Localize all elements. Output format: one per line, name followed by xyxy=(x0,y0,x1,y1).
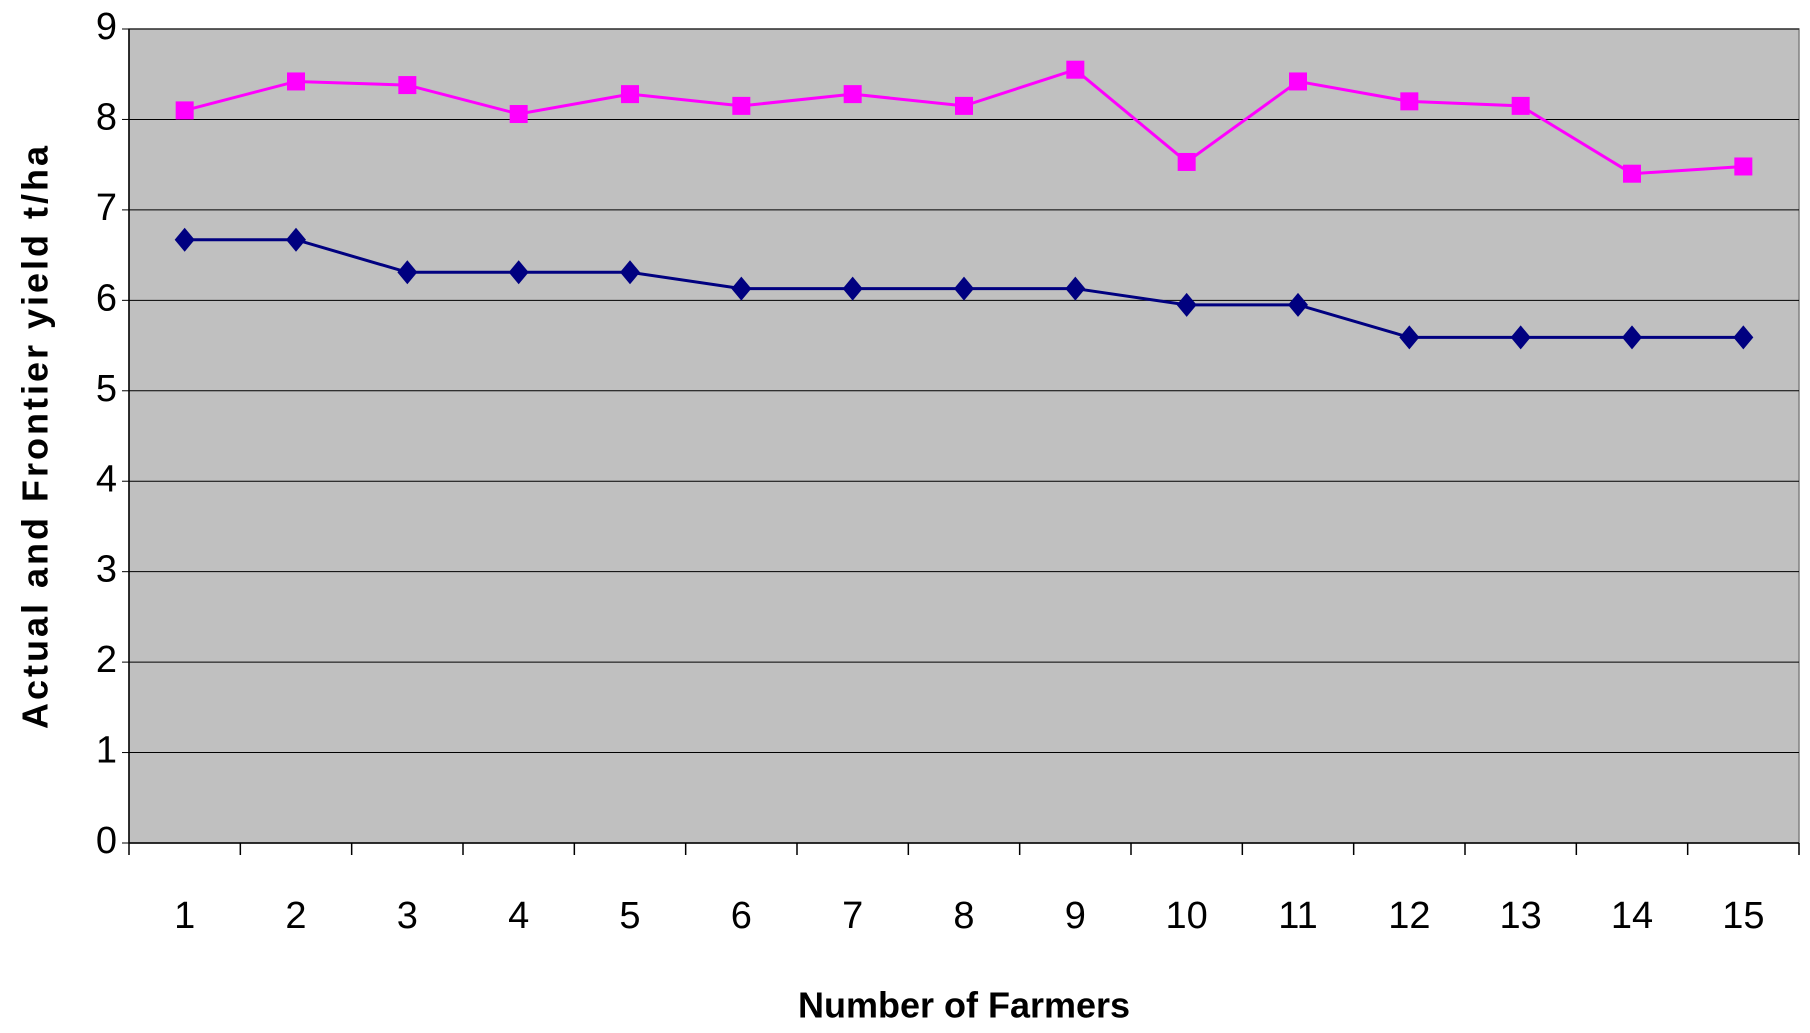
x-tick-label: 3 xyxy=(397,895,418,937)
x-tick-label: 1 xyxy=(174,895,195,937)
marker xyxy=(509,105,528,124)
x-tick-label: 15 xyxy=(1722,895,1764,937)
x-tick-label: 8 xyxy=(953,895,974,937)
marker xyxy=(1289,72,1307,91)
marker xyxy=(954,276,974,301)
marker xyxy=(1176,292,1197,317)
marker xyxy=(1623,164,1641,183)
marker xyxy=(1400,92,1419,111)
marker xyxy=(174,227,195,252)
marker xyxy=(1177,152,1196,171)
x-axis-title: Number of Farmers xyxy=(798,985,1130,1026)
x-tick-label: 6 xyxy=(731,895,752,937)
marker xyxy=(1511,96,1530,115)
marker xyxy=(842,276,863,301)
x-tick-label: 5 xyxy=(619,895,640,937)
x-tick-label: 12 xyxy=(1388,895,1430,937)
y-tick-label: 5 xyxy=(96,368,117,410)
x-tick-label: 4 xyxy=(508,895,529,937)
y-tick-label: 2 xyxy=(96,639,117,681)
x-tick-label: 10 xyxy=(1166,895,1208,937)
y-tick-label: 7 xyxy=(96,187,117,229)
y-tick-label: 3 xyxy=(96,549,117,591)
marker xyxy=(1065,276,1086,301)
y-tick-label: 4 xyxy=(96,458,117,500)
marker xyxy=(843,85,862,104)
marker xyxy=(732,96,751,115)
y-tick-label: 1 xyxy=(96,730,117,772)
y-tick-label: 8 xyxy=(96,96,117,138)
x-tick-label: 2 xyxy=(285,895,306,937)
marker xyxy=(398,76,417,95)
marker xyxy=(1399,325,1420,350)
marker xyxy=(397,260,418,285)
marker xyxy=(1734,157,1753,176)
x-tick-label: 14 xyxy=(1611,895,1653,937)
x-tick-label: 9 xyxy=(1065,895,1086,937)
marker xyxy=(731,276,752,301)
y-tick-label: 0 xyxy=(96,820,117,862)
marker xyxy=(1288,292,1308,317)
marker xyxy=(1510,325,1531,350)
x-tick-label: 11 xyxy=(1278,895,1317,937)
marker xyxy=(1622,325,1642,350)
marker xyxy=(175,101,194,120)
marker xyxy=(621,85,639,104)
marker xyxy=(955,96,973,115)
marker xyxy=(286,227,306,252)
marker xyxy=(1733,325,1754,350)
marker xyxy=(508,260,529,285)
plot-area xyxy=(128,28,1800,844)
y-tick-label: 6 xyxy=(96,277,117,319)
marker xyxy=(1066,60,1085,79)
marker xyxy=(620,260,640,285)
y-tick-label: 9 xyxy=(96,6,117,48)
marker xyxy=(287,72,305,91)
x-tick-label: 13 xyxy=(1500,895,1542,937)
y-axis-title: Actual and Frontier yield t/ha xyxy=(15,143,56,729)
x-tick-label: 7 xyxy=(842,895,863,937)
